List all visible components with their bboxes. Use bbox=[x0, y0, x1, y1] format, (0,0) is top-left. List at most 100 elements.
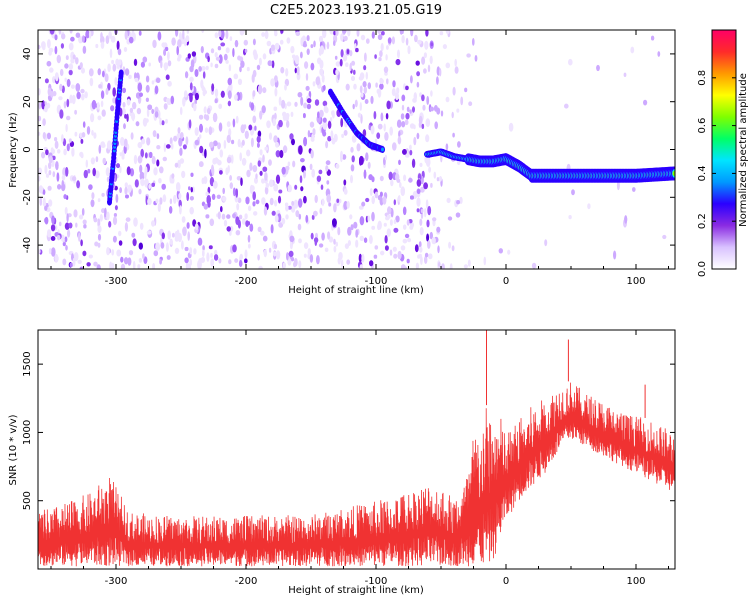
spectrogram-cell bbox=[229, 175, 233, 181]
spectrogram-cell bbox=[48, 199, 53, 207]
spectrogram-cell bbox=[160, 242, 165, 249]
spectrogram-cell bbox=[416, 81, 420, 88]
spectrogram-cell bbox=[244, 258, 248, 264]
spectrogram-cell bbox=[151, 108, 155, 114]
spectrogram-cell bbox=[119, 187, 122, 194]
spectrogram-cell bbox=[203, 176, 208, 185]
spectrogram-cell bbox=[116, 249, 122, 257]
spectrogram-cell bbox=[327, 120, 332, 129]
bottom-y-ticks: 500 1000 1500 bbox=[22, 351, 675, 510]
spectrogram-cell bbox=[63, 101, 67, 109]
spectrogram-cell bbox=[179, 205, 182, 215]
spectrogram-cell bbox=[316, 255, 320, 265]
spectrogram-cell bbox=[44, 101, 47, 106]
spectrogram-cell bbox=[44, 205, 48, 211]
spectrogram-cell bbox=[273, 106, 278, 111]
colorbar-tick-label: 0.0 bbox=[697, 261, 708, 277]
spectrogram-cell bbox=[285, 204, 289, 212]
spectrogram-cell bbox=[235, 216, 240, 226]
spectrogram-cell bbox=[257, 142, 260, 148]
spectrogram-cell bbox=[354, 99, 358, 108]
spectrogram-cell bbox=[142, 253, 145, 260]
spectrogram-cell bbox=[445, 62, 451, 69]
spectrogram-cell bbox=[183, 90, 188, 98]
spectrogram-cell bbox=[416, 208, 420, 213]
spectrogram-cell bbox=[68, 63, 74, 71]
spectrogram-cell bbox=[305, 214, 309, 223]
spectrogram-cell bbox=[132, 101, 137, 110]
spectrogram-cell bbox=[379, 50, 383, 58]
spectrogram-cell bbox=[424, 40, 429, 50]
spectrogram-cell bbox=[424, 252, 429, 258]
spectrogram-cell bbox=[111, 262, 115, 269]
spectrogram-cell bbox=[427, 205, 432, 216]
spectrogram-cell bbox=[218, 30, 222, 38]
spectrogram-cell bbox=[300, 51, 303, 59]
spectrogram-cell bbox=[171, 173, 175, 179]
spectrogram-cell bbox=[271, 210, 276, 216]
spectrogram-cell bbox=[613, 250, 617, 260]
spectrogram-cell bbox=[249, 184, 254, 194]
spectrogram-cell bbox=[393, 253, 398, 259]
spectrogram-cell bbox=[191, 51, 197, 57]
spectrogram-cell bbox=[188, 186, 191, 191]
spectrogram-cell bbox=[447, 216, 453, 221]
spectrogram-cell bbox=[161, 232, 165, 240]
spectrogram-cell bbox=[68, 42, 74, 51]
spectrogram-cell bbox=[179, 31, 182, 41]
spectrogram-cell bbox=[156, 145, 161, 150]
spectrogram-cell bbox=[56, 172, 60, 182]
spectrogram-cell bbox=[41, 100, 46, 110]
spectrogram-cell bbox=[294, 67, 297, 74]
spectrogram-cell bbox=[404, 233, 410, 239]
spectrogram-cell bbox=[226, 121, 231, 128]
spectrogram-cell bbox=[71, 147, 75, 157]
spectrogram-cell bbox=[436, 226, 441, 233]
spectrogram-cell bbox=[448, 241, 452, 249]
spectrogram-cell bbox=[393, 227, 399, 233]
spectrogram-cell bbox=[38, 249, 41, 254]
spectrogram-cell bbox=[286, 101, 292, 107]
spectrogram-cell bbox=[105, 35, 110, 44]
spectrogram-cell bbox=[217, 159, 220, 165]
spectrogram-cell bbox=[146, 137, 151, 146]
spectrogram-cell bbox=[353, 69, 356, 75]
spectrogram-cell bbox=[136, 107, 142, 115]
spectrogram-cell bbox=[89, 77, 94, 87]
spectrogram-cell bbox=[126, 98, 131, 106]
spectrogram-cell bbox=[375, 82, 378, 88]
spectrogram-cell bbox=[388, 171, 393, 181]
spectrogram-cell bbox=[498, 248, 503, 254]
snr-trace-area bbox=[38, 330, 675, 567]
x-tick-label: 100 bbox=[626, 276, 645, 287]
spectrogram-cell bbox=[383, 123, 386, 132]
spectrogram-cell bbox=[240, 60, 245, 68]
spectrogram-cell bbox=[88, 30, 92, 39]
spectrogram-cell bbox=[54, 34, 58, 41]
spectrogram-cell bbox=[409, 225, 414, 230]
spectrogram-cell bbox=[340, 117, 344, 128]
spectrogram-cell bbox=[116, 63, 120, 70]
spectrogram-cell bbox=[100, 41, 105, 49]
spectrogram-cell bbox=[343, 188, 348, 195]
spectrogram-cell bbox=[630, 46, 635, 54]
spectrogram-cell bbox=[456, 108, 460, 113]
spectrogram-cell bbox=[425, 118, 431, 127]
spectrogram-cell bbox=[142, 56, 148, 63]
spectrogram-cell bbox=[300, 186, 304, 192]
spectrogram-cell bbox=[275, 174, 281, 184]
spectrogram-cell bbox=[349, 50, 353, 57]
spectrogram-cell bbox=[152, 130, 157, 138]
spectrogram-cell bbox=[47, 87, 52, 96]
spectrogram-cell bbox=[211, 193, 216, 200]
spectrogram-cell bbox=[409, 149, 413, 156]
spectrogram-cell bbox=[346, 49, 350, 55]
spectrogram-cell bbox=[402, 238, 408, 244]
spectrogram-cell bbox=[187, 263, 191, 269]
spectrogram-cell bbox=[182, 226, 187, 237]
spectrogram-cell bbox=[419, 246, 423, 253]
spectrogram-cell bbox=[445, 96, 450, 103]
spectrogram-cell bbox=[154, 85, 159, 95]
spectrogram-cell bbox=[198, 161, 204, 168]
